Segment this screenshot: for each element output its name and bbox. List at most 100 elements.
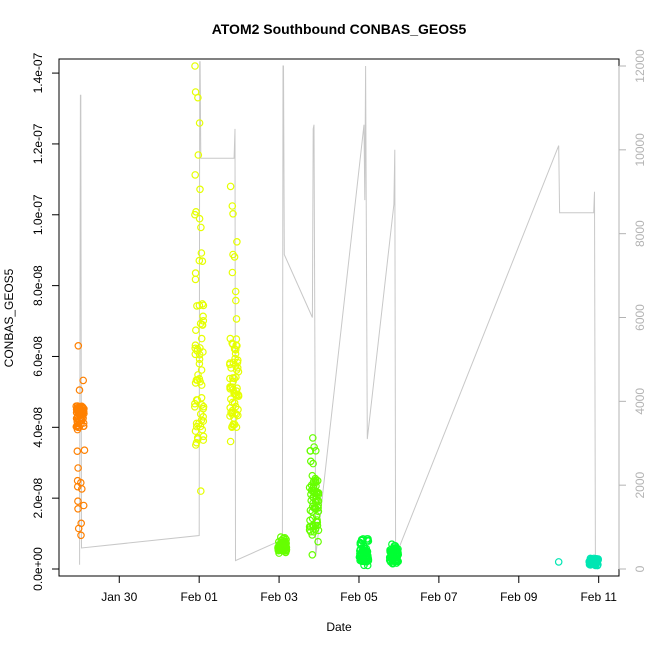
data-point <box>191 427 200 435</box>
y-tick-label: 1.2e-07 <box>31 123 45 164</box>
data-point <box>308 471 317 480</box>
data-point <box>195 355 204 364</box>
data-point <box>199 417 208 425</box>
data-point <box>233 238 241 246</box>
data-point <box>357 550 366 559</box>
data-point <box>310 486 318 495</box>
data-point <box>308 434 317 442</box>
data-point <box>196 319 205 328</box>
series-7 <box>385 540 403 568</box>
data-point <box>309 477 318 486</box>
data-point <box>282 545 291 554</box>
data-point <box>592 555 600 563</box>
data-point <box>232 296 240 305</box>
data-point <box>78 485 86 493</box>
data-point <box>311 525 320 533</box>
data-point <box>231 287 240 296</box>
data-point <box>191 269 200 277</box>
altitude-layer <box>79 61 596 565</box>
data-point <box>306 457 315 466</box>
data-point <box>73 482 82 491</box>
data-point <box>74 504 82 513</box>
data-point <box>230 253 239 261</box>
x-tick-label: Feb 01 <box>180 590 218 604</box>
chart-title: ATOM2 Southbound CONBAS_GEOS5 <box>212 21 467 37</box>
data-point <box>226 359 234 367</box>
data-point <box>74 524 83 533</box>
data-point <box>77 416 86 425</box>
y-tick-label: 4.0e-08 <box>31 407 45 448</box>
data-point <box>233 341 241 350</box>
data-point <box>231 349 240 358</box>
data-point <box>191 275 200 284</box>
y-axis-label: CONBAS_GEOS5 <box>2 268 16 367</box>
data-point <box>590 559 599 568</box>
y2-axis: 0 2000 4000 6000 8000 10000 12000 <box>618 49 647 572</box>
data-point <box>234 367 243 376</box>
altitude-line <box>79 61 596 565</box>
data-point <box>191 88 200 96</box>
data-point <box>195 214 204 223</box>
data-point <box>197 366 206 374</box>
y2-tick-label: 10000 <box>633 133 647 167</box>
data-point <box>75 386 84 394</box>
x-tick-label: Jan 30 <box>101 590 137 604</box>
data-point <box>79 501 88 510</box>
data-point <box>194 371 202 379</box>
data-point <box>306 506 315 515</box>
data-point <box>310 443 318 451</box>
data-point <box>195 359 204 368</box>
y2-tick-label: 4000 <box>633 388 647 415</box>
plot-frame <box>58 58 620 577</box>
data-point <box>197 393 206 402</box>
data-point <box>229 340 237 349</box>
y-tick-label: 1.4e-07 <box>31 52 45 93</box>
data-point <box>232 315 241 323</box>
data-point <box>230 398 239 407</box>
data-point <box>199 312 207 321</box>
series-4 <box>274 533 291 557</box>
data-point <box>228 268 237 277</box>
data-point <box>192 438 201 447</box>
data-point <box>313 518 322 527</box>
data-point <box>80 446 89 455</box>
data-point <box>74 497 82 506</box>
y2-tick-label: 0 <box>633 565 647 572</box>
data-point <box>231 354 239 363</box>
data-point <box>198 401 206 409</box>
data-point <box>229 358 238 367</box>
data-point <box>192 422 201 431</box>
data-point <box>79 376 88 385</box>
series-5 <box>305 434 323 559</box>
y-tick-label: 8.0e-08 <box>31 265 45 306</box>
x-axis-label: Date <box>326 620 352 634</box>
data-point <box>358 553 367 562</box>
data-point <box>73 447 82 456</box>
data-point <box>389 555 398 564</box>
data-point <box>197 381 206 389</box>
y-tick-label: 6.0e-08 <box>31 336 45 377</box>
x-tick-label: Feb 05 <box>340 590 378 604</box>
data-point <box>311 446 320 455</box>
y2-tick-label: 12000 <box>633 49 647 83</box>
series-3 <box>226 182 243 446</box>
x-tick-label: Feb 09 <box>500 590 538 604</box>
data-point <box>192 326 200 335</box>
data-point <box>197 249 206 257</box>
x-tick-label: Feb 03 <box>260 590 298 604</box>
series-1 <box>72 341 89 540</box>
data-point <box>229 385 237 394</box>
data-point <box>232 341 241 349</box>
data-point <box>191 171 200 179</box>
data-point <box>364 537 373 545</box>
data-point <box>74 341 83 350</box>
data-point <box>309 459 317 468</box>
y-tick-label: 1.0e-07 <box>31 194 45 235</box>
data-point <box>231 389 239 398</box>
x-axis: Jan 30 Feb 01 Feb 03 Feb 05 Feb 07 Feb 09 Feb … <box>101 575 617 604</box>
data-point <box>199 404 208 413</box>
data-point <box>198 300 207 308</box>
series-9 <box>585 554 603 570</box>
data-point <box>74 464 82 472</box>
